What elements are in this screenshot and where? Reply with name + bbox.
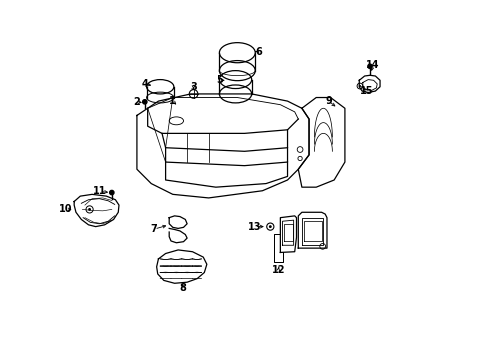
Circle shape — [358, 85, 360, 87]
Circle shape — [142, 100, 147, 104]
Text: 6: 6 — [255, 46, 262, 57]
Text: 12: 12 — [271, 265, 285, 275]
Text: 5: 5 — [216, 75, 223, 85]
Text: 9: 9 — [325, 96, 331, 106]
Text: 8: 8 — [179, 283, 186, 293]
Text: 7: 7 — [150, 224, 157, 234]
Text: 2: 2 — [133, 97, 139, 107]
Text: 3: 3 — [190, 82, 197, 93]
Text: 13: 13 — [247, 222, 261, 231]
Text: 15: 15 — [360, 86, 373, 96]
Text: 4: 4 — [141, 79, 148, 89]
Circle shape — [367, 64, 371, 68]
Text: 14: 14 — [366, 60, 379, 70]
Circle shape — [268, 225, 271, 228]
Circle shape — [109, 190, 114, 195]
Circle shape — [88, 208, 91, 211]
Text: 10: 10 — [59, 204, 73, 215]
Text: 1: 1 — [169, 96, 176, 106]
Text: 11: 11 — [92, 186, 106, 197]
